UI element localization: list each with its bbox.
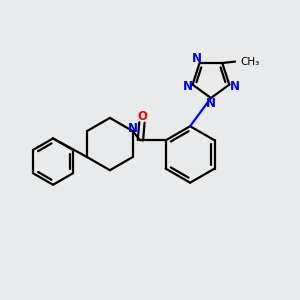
Text: N: N	[128, 122, 137, 134]
Text: N: N	[182, 80, 193, 93]
Text: N: N	[206, 97, 216, 110]
Text: CH₃: CH₃	[240, 57, 260, 67]
Text: N: N	[191, 52, 201, 65]
Text: N: N	[230, 80, 239, 93]
Text: O: O	[137, 110, 147, 123]
